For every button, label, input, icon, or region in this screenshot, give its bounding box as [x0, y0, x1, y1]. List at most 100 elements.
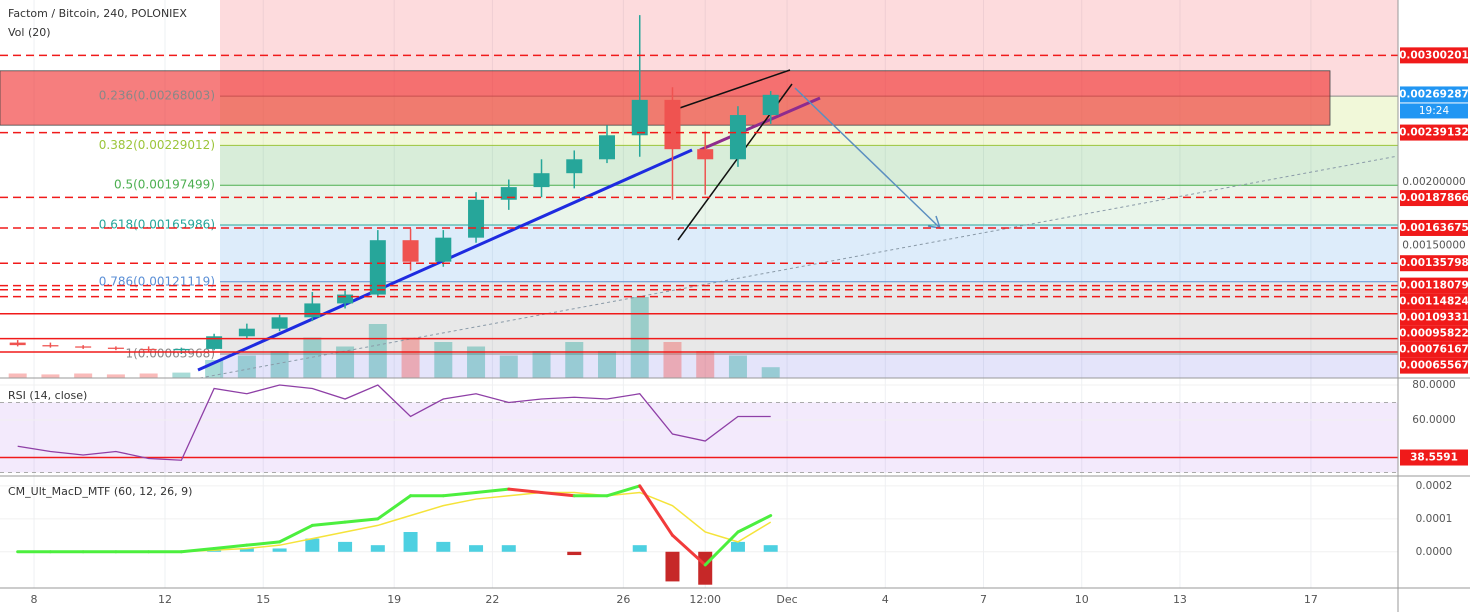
fib-label: 0.786(0.00121119) [99, 274, 215, 288]
volume-bar [270, 351, 289, 378]
last-price-label: 0.00269287 [1399, 88, 1469, 100]
histogram-bar [272, 548, 287, 552]
trend-line [699, 96, 821, 152]
y-tick-label: 80.0000 [1412, 379, 1455, 391]
histogram-bar [567, 551, 582, 556]
volume-bar [499, 355, 518, 378]
candle-body [729, 115, 746, 160]
price-level-label-bg [1400, 124, 1468, 141]
price-level-label: 0.00300201 [1399, 49, 1469, 61]
price-level-label: 0.00109331 [1399, 312, 1469, 324]
last-price-label-bg [1400, 86, 1468, 103]
fib-label: 0.5(0.00197499) [114, 178, 215, 192]
price-level-label-bg [1400, 357, 1468, 374]
histogram-bar [469, 545, 484, 552]
macd-segment [245, 540, 282, 547]
volume-bar [139, 373, 158, 378]
macd-segment [507, 487, 544, 494]
volume-bar [172, 372, 191, 378]
candle-body [631, 99, 648, 136]
macd-segment [670, 533, 707, 567]
candle-body [762, 94, 779, 116]
histogram-bar [730, 541, 745, 552]
candle-body [402, 240, 419, 262]
trend-dashed [199, 155, 1399, 379]
volume-bar [761, 367, 780, 378]
axes: 8 12 15 19 22 26 12:00 Dec 4 7 10 13 17 0.00300201 0.0… [31, 47, 1469, 606]
volume-bar [630, 297, 649, 378]
histogram-bar [370, 545, 385, 552]
countdown: 19:24 [1419, 105, 1450, 117]
histogram-bar [305, 538, 320, 552]
candle-body [435, 237, 452, 262]
candle-body [75, 346, 92, 348]
volume-bar [565, 342, 584, 378]
fib-label: 1(0.00063968) [125, 347, 215, 361]
price-level-label-bg [1400, 277, 1468, 294]
macd-segment [638, 484, 674, 537]
macd-segment [736, 514, 773, 534]
x-tick-label: 10 [1075, 593, 1089, 606]
fib-label: 0.236(0.00268003) [99, 89, 215, 103]
candle-body [599, 135, 616, 160]
macd-segment [310, 520, 347, 527]
volume-bar [696, 351, 715, 378]
price-level-label-bg [1400, 190, 1468, 207]
x-tick-label: Dec [776, 593, 797, 606]
candle-body [173, 348, 190, 351]
y-tick-label: 60.0000 [1412, 414, 1455, 426]
macd-segment [212, 543, 249, 550]
macd-segment [540, 490, 576, 498]
channel-line [667, 69, 791, 113]
candle-body [468, 199, 485, 238]
y-tick-label: 0.0000 [1416, 546, 1453, 558]
countdown-bg [1400, 103, 1468, 119]
fib-band [220, 354, 1398, 378]
candle-body [304, 303, 321, 318]
y-tick-label: 0.0002 [1416, 480, 1453, 492]
volume-bar [663, 342, 682, 378]
macd-segment [343, 517, 380, 524]
x-tick-label: 12 [158, 593, 172, 606]
macd-segment [179, 546, 216, 554]
histogram-bar [338, 541, 353, 552]
candle-body [9, 342, 26, 346]
volume-bar [303, 337, 322, 378]
candle-body [533, 173, 550, 188]
x-tick-label: 15 [256, 593, 270, 606]
x-tick-label: 7 [980, 593, 987, 606]
candle-body [271, 317, 288, 329]
chart-title: Factom / Bitcoin, 240, POLONIEX [8, 7, 187, 20]
price-level-label: 0.00187866 [1399, 192, 1469, 204]
price-level-label: 0.00118079 [1399, 280, 1469, 292]
candle-body [369, 240, 386, 295]
volume-bar [106, 374, 125, 378]
foreground-layer: 0.236(0.00268003) 0.382(0.00229012) 0.5(0.… [0, 15, 1398, 585]
volume-bar [532, 351, 551, 378]
candle-body [500, 187, 517, 200]
volume-bar [368, 324, 387, 378]
x-tick-label: 26 [616, 593, 630, 606]
candle-body [206, 336, 223, 349]
macd-segment [441, 490, 478, 498]
macd-segment [376, 494, 413, 521]
price-level-label-bg [1400, 325, 1468, 342]
price-level-label: 0.00239132 [1399, 127, 1469, 139]
price-level-label-bg [1400, 219, 1468, 236]
candle-body [107, 347, 124, 349]
fib-band [220, 225, 1398, 282]
candle-body [664, 99, 681, 150]
macd-segment [474, 487, 511, 494]
fib-band [220, 281, 1398, 355]
candle-body [238, 328, 255, 337]
fib-label: 0.382(0.00229012) [99, 138, 215, 152]
volume-bar [8, 373, 27, 378]
indicator-title: Vol (20) [8, 26, 51, 39]
x-tick-label: 13 [1173, 593, 1187, 606]
x-tick-label: 22 [485, 593, 499, 606]
price-level-label: 0.00065567 [1399, 360, 1469, 372]
candle-body [697, 149, 714, 160]
candle-body [566, 159, 583, 174]
price-level-label: 0.00095822 [1399, 328, 1469, 340]
